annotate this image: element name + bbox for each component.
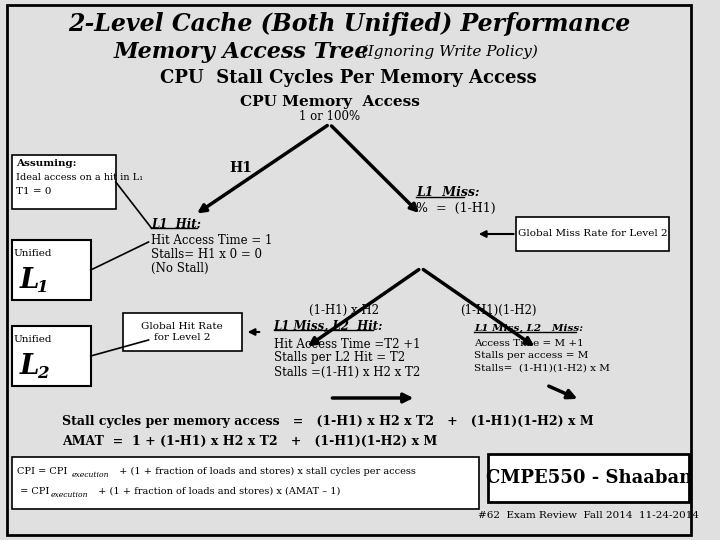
Text: Global Miss Rate for Level 2: Global Miss Rate for Level 2 xyxy=(518,230,667,239)
FancyBboxPatch shape xyxy=(12,240,91,300)
FancyBboxPatch shape xyxy=(12,457,479,509)
Text: Access Time = M +1: Access Time = M +1 xyxy=(474,340,584,348)
Text: Unified: Unified xyxy=(14,335,52,345)
Text: AMAT  =  1 + (1-H1) x H2 x T2   +   (1-H1)(1-H2) x M: AMAT = 1 + (1-H1) x H2 x T2 + (1-H1)(1-H… xyxy=(62,435,437,448)
Text: execution: execution xyxy=(50,491,88,499)
Text: CMPE550 - Shaaban: CMPE550 - Shaaban xyxy=(485,469,692,487)
Text: L1 Miss, L2   Miss:: L1 Miss, L2 Miss: xyxy=(474,323,583,333)
Text: #62  Exam Review  Fall 2014  11-24-2014: #62 Exam Review Fall 2014 11-24-2014 xyxy=(478,511,699,521)
Text: (No Stall): (No Stall) xyxy=(151,261,209,274)
Text: Unified: Unified xyxy=(14,249,52,259)
Text: L1  Hit:: L1 Hit: xyxy=(151,218,202,231)
Text: 1: 1 xyxy=(37,280,48,296)
Text: L1  Miss:: L1 Miss: xyxy=(416,186,480,199)
Text: Stalls =(1-H1) x H2 x T2: Stalls =(1-H1) x H2 x T2 xyxy=(274,366,420,379)
Text: CPU Memory  Access: CPU Memory Access xyxy=(240,95,420,109)
Text: L1 Miss, L2  Hit:: L1 Miss, L2 Hit: xyxy=(274,320,383,333)
Text: Stall cycles per memory access   =   (1-H1) x H2 x T2   +   (1-H1)(1-H2) x M: Stall cycles per memory access = (1-H1) … xyxy=(62,415,593,429)
Text: = CPI: = CPI xyxy=(17,487,49,496)
FancyBboxPatch shape xyxy=(122,313,242,351)
Text: L: L xyxy=(19,267,39,294)
Text: T1 = 0: T1 = 0 xyxy=(16,187,51,197)
Text: 2: 2 xyxy=(37,366,48,382)
FancyBboxPatch shape xyxy=(488,454,689,502)
Text: + (1 + fraction of loads and stores) x stall cycles per access: + (1 + fraction of loads and stores) x s… xyxy=(116,467,415,476)
Text: Memory Access Tree: Memory Access Tree xyxy=(113,41,369,63)
FancyBboxPatch shape xyxy=(516,217,669,251)
Text: CPI = CPI: CPI = CPI xyxy=(17,467,67,476)
Text: Stalls per access = M: Stalls per access = M xyxy=(474,352,588,361)
Text: Stalls per L2 Hit = T2: Stalls per L2 Hit = T2 xyxy=(274,352,405,365)
Text: 1 or 100%: 1 or 100% xyxy=(299,110,360,123)
Text: execution: execution xyxy=(71,471,109,479)
Text: H1: H1 xyxy=(230,161,253,175)
Text: Hit Access Time = 1: Hit Access Time = 1 xyxy=(151,233,273,246)
Text: 2-Level Cache (Both Unified) Performance: 2-Level Cache (Both Unified) Performance xyxy=(68,12,630,36)
Text: Assuming:: Assuming: xyxy=(16,159,76,167)
FancyBboxPatch shape xyxy=(7,5,690,535)
Text: %  =  (1-H1): % = (1-H1) xyxy=(416,201,496,214)
Text: Hit Access Time =T2 +1: Hit Access Time =T2 +1 xyxy=(274,338,420,350)
Text: Stalls= H1 x 0 = 0: Stalls= H1 x 0 = 0 xyxy=(151,247,262,260)
Text: Stalls=  (1-H1)(1-H2) x M: Stalls= (1-H1)(1-H2) x M xyxy=(474,363,610,373)
Text: (1-H1)(1-H2): (1-H1)(1-H2) xyxy=(460,303,536,316)
Text: L: L xyxy=(19,353,39,380)
Text: CPU  Stall Cycles Per Memory Access: CPU Stall Cycles Per Memory Access xyxy=(161,69,537,87)
FancyBboxPatch shape xyxy=(12,155,116,209)
Text: Ideal access on a hit in L₁: Ideal access on a hit in L₁ xyxy=(16,172,143,181)
Text: + (1 + fraction of loads and stores) x (AMAT – 1): + (1 + fraction of loads and stores) x (… xyxy=(94,487,340,496)
Text: (Ignoring Write Policy): (Ignoring Write Policy) xyxy=(352,45,538,59)
FancyBboxPatch shape xyxy=(12,326,91,386)
Text: Global Hit Rate
for Level 2: Global Hit Rate for Level 2 xyxy=(141,322,223,342)
Text: (1-H1) x H2: (1-H1) x H2 xyxy=(309,303,379,316)
